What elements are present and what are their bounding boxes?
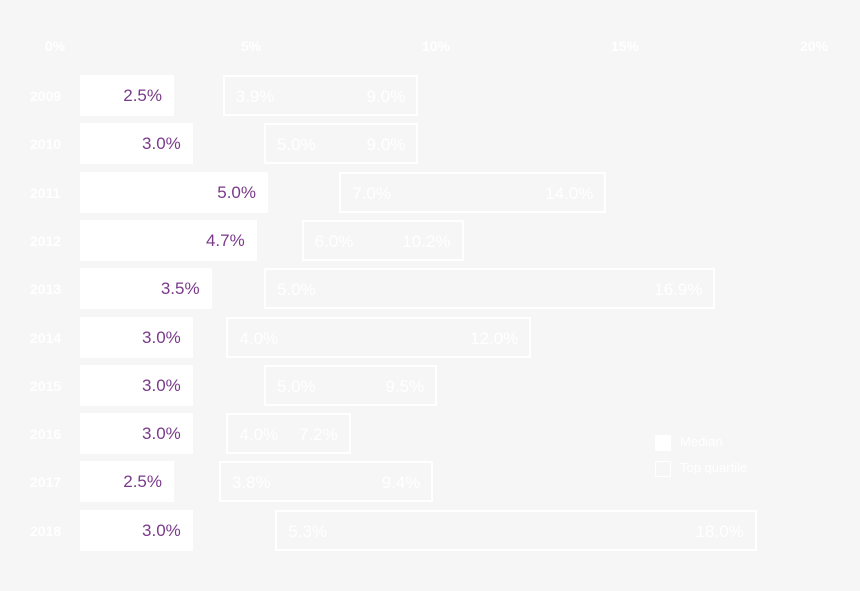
category-label: 2018: [30, 522, 62, 539]
top-quartile-range-box: 3.9% 9.0%: [222, 75, 419, 116]
quartile-low-label: 3.9%: [235, 87, 275, 106]
category-label: 2015: [30, 377, 62, 394]
median-value-label: 4.7%: [205, 230, 245, 250]
median-bar: 3.0%: [80, 123, 193, 165]
top-quartile-range-box: 3.8% 9.4%: [218, 461, 434, 503]
x-tick-label: 15%: [610, 38, 640, 54]
category-label: 2012: [30, 232, 62, 249]
category-label: 2009: [30, 88, 62, 104]
quartile-low-label: 6.0%: [314, 231, 354, 251]
median-value-label: 3.5%: [160, 279, 200, 299]
median-bar: 2.5%: [80, 461, 174, 503]
top-quartile-range-box: 5.0% 9.0%: [264, 123, 419, 165]
x-tick-label: 5%: [240, 38, 262, 54]
median-value-label: 3.0%: [142, 134, 181, 154]
quartile-low-label: 5.0%: [277, 135, 316, 155]
category-label: 2014: [30, 329, 62, 346]
category-label: 2017: [30, 474, 62, 491]
median-value-label: 3.0%: [142, 375, 181, 395]
quartile-low-label: 5.0%: [277, 376, 316, 396]
median-value-label: 3.0%: [142, 327, 181, 347]
quartile-low-label: 3.8%: [231, 473, 271, 493]
top-quartile-range-box: 7.0% 14.0%: [339, 171, 607, 213]
x-tick-label: 10%: [421, 38, 451, 54]
quartile-low-label: 4.0%: [239, 425, 279, 445]
quartile-high-label: 18.0%: [695, 521, 744, 541]
top-quartile-range-box: 4.0% 12.0%: [226, 316, 532, 358]
category-label: 2016: [30, 426, 62, 443]
median-bar: 3.0%: [80, 413, 193, 455]
quartile-high-label: 9.5%: [385, 376, 425, 396]
top-quartile-range-box: 6.0% 10.2%: [301, 219, 464, 261]
x-tick-label: 0%: [44, 38, 66, 54]
median-value-label: 2.5%: [123, 472, 162, 492]
median-swatch-icon: [655, 435, 671, 451]
quartile-high-label: 9.4%: [381, 473, 421, 493]
median-value-label: 3.0%: [142, 424, 181, 444]
quartile-high-label: 12.0%: [469, 328, 519, 348]
median-bar: 3.5%: [80, 268, 212, 310]
median-bar: 2.5%: [80, 75, 174, 116]
quartile-low-label: 5.0%: [277, 280, 316, 300]
top-quartile-swatch-icon: [655, 461, 671, 477]
median-bar: 3.0%: [80, 364, 193, 406]
x-tick-label: 20%: [799, 38, 829, 54]
median-value-label: 3.0%: [142, 520, 181, 540]
category-label: 2011: [30, 184, 61, 201]
quartile-high-label: 7.2%: [298, 425, 338, 445]
top-quartile-range-box: 5.0% 16.9%: [264, 268, 716, 310]
quartile-high-label: 10.2%: [402, 231, 451, 251]
quartile-high-label: 9.0%: [366, 135, 406, 155]
category-label: 2013: [30, 281, 62, 298]
quartile-low-label: 5.3%: [288, 521, 328, 541]
median-value-label: 2.5%: [123, 86, 162, 105]
legend-label-median: Median: [680, 434, 723, 449]
quartile-low-label: 4.0%: [239, 328, 279, 348]
median-bar: 4.7%: [80, 219, 257, 261]
median-value-label: 5.0%: [217, 182, 256, 202]
category-label: 2010: [30, 136, 62, 153]
quartile-high-label: 16.9%: [654, 280, 703, 300]
top-quartile-range-box: 4.0% 7.2%: [226, 413, 351, 455]
quartile-high-label: 14.0%: [545, 183, 594, 203]
median-bar: 3.0%: [80, 316, 193, 358]
quartile-high-label: 9.0%: [366, 87, 406, 106]
top-quartile-range-box: 5.0% 9.5%: [264, 364, 438, 406]
quartile-low-label: 7.0%: [352, 183, 391, 203]
median-bar: 3.0%: [80, 509, 193, 551]
median-bar: 5.0%: [80, 171, 268, 213]
legend-label-top-quartile: Top quartile: [680, 460, 748, 475]
top-quartile-range-box: 5.3% 18.0%: [275, 509, 757, 551]
